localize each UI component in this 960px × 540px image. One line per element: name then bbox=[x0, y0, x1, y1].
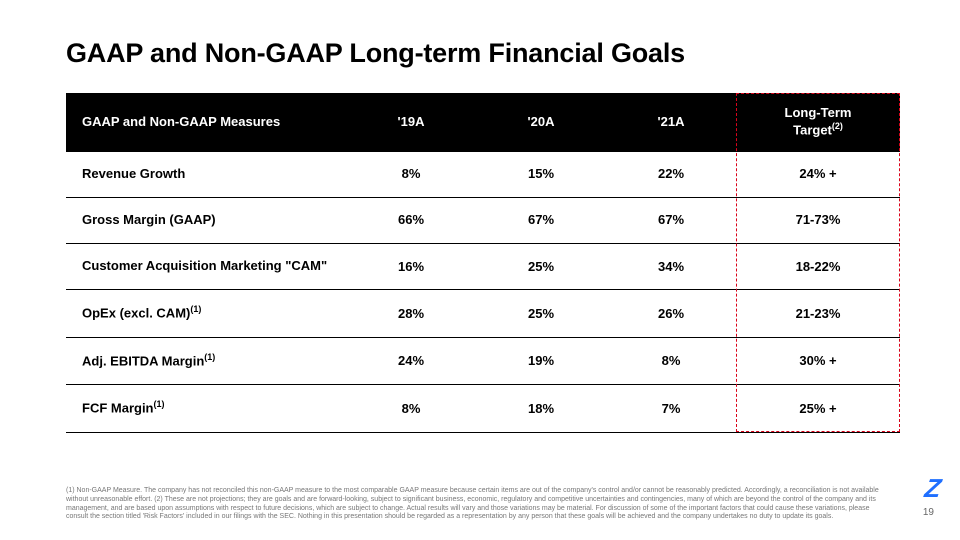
measure-label: OpEx (excl. CAM) bbox=[82, 306, 190, 321]
col-header-y1: '19A bbox=[346, 93, 476, 152]
value-cell-y2: 18% bbox=[476, 385, 606, 433]
target-header-line2: Target bbox=[793, 122, 832, 137]
value-cell-y1: 66% bbox=[346, 197, 476, 243]
table-header-row: GAAP and Non-GAAP Measures '19A '20A '21… bbox=[66, 93, 900, 152]
measure-cell: Adj. EBITDA Margin(1) bbox=[66, 337, 346, 385]
value-cell-y1: 24% bbox=[346, 337, 476, 385]
col-header-y2: '20A bbox=[476, 93, 606, 152]
col-header-measure: GAAP and Non-GAAP Measures bbox=[66, 93, 346, 152]
value-cell-y3: 8% bbox=[606, 337, 736, 385]
value-cell-y3: 7% bbox=[606, 385, 736, 433]
table-row: FCF Margin(1)8%18%7%25% + bbox=[66, 385, 900, 433]
table-row: OpEx (excl. CAM)(1)28%25%26%21-23% bbox=[66, 290, 900, 338]
table-row: Revenue Growth 8%15%22%24% + bbox=[66, 152, 900, 198]
measure-cell: OpEx (excl. CAM)(1) bbox=[66, 290, 346, 338]
table-row: Customer Acquisition Marketing "CAM" 16%2… bbox=[66, 244, 900, 290]
col-header-target: Long-Term Target(2) bbox=[736, 93, 900, 152]
table-body: Revenue Growth8%15%22%24% +Gross Margin … bbox=[66, 152, 900, 433]
financial-table: GAAP and Non-GAAP Measures '19A '20A '21… bbox=[66, 93, 900, 433]
value-cell-target: 18-22% bbox=[736, 244, 900, 290]
value-cell-y1: 28% bbox=[346, 290, 476, 338]
footnote-text: (1) Non-GAAP Measure. The company has no… bbox=[66, 487, 880, 522]
measure-label: Customer Acquisition Marketing "CAM" bbox=[82, 258, 327, 273]
target-header-line1: Long-Term bbox=[785, 105, 852, 120]
value-cell-y3: 34% bbox=[606, 244, 736, 290]
page-number: 19 bbox=[923, 507, 934, 518]
value-cell-y3: 67% bbox=[606, 197, 736, 243]
slide: GAAP and Non-GAAP Long-term Financial Go… bbox=[0, 0, 960, 540]
value-cell-y1: 8% bbox=[346, 152, 476, 198]
measure-label: Adj. EBITDA Margin bbox=[82, 353, 204, 368]
value-cell-y2: 19% bbox=[476, 337, 606, 385]
measure-cell: FCF Margin(1) bbox=[66, 385, 346, 433]
measure-sup: (1) bbox=[204, 352, 215, 362]
measure-sup: (1) bbox=[190, 304, 201, 314]
measure-label: Gross Margin (GAAP) bbox=[82, 212, 216, 227]
value-cell-y2: 25% bbox=[476, 244, 606, 290]
value-cell-y2: 25% bbox=[476, 290, 606, 338]
financial-table-wrap: GAAP and Non-GAAP Measures '19A '20A '21… bbox=[66, 93, 900, 433]
value-cell-y3: 26% bbox=[606, 290, 736, 338]
measure-cell: Gross Margin (GAAP) bbox=[66, 197, 346, 243]
measure-label: Revenue Growth bbox=[82, 166, 185, 181]
measure-label: FCF Margin bbox=[82, 401, 154, 416]
value-cell-y3: 22% bbox=[606, 152, 736, 198]
col-header-y3: '21A bbox=[606, 93, 736, 152]
measure-cell: Customer Acquisition Marketing "CAM" bbox=[66, 244, 346, 290]
measure-sup: (1) bbox=[154, 399, 165, 409]
value-cell-y1: 16% bbox=[346, 244, 476, 290]
value-cell-target: 71-73% bbox=[736, 197, 900, 243]
target-header-sup: (2) bbox=[832, 121, 843, 131]
table-row: Gross Margin (GAAP)66%67%67%71-73% bbox=[66, 197, 900, 243]
value-cell-target: 25% + bbox=[736, 385, 900, 433]
table-row: Adj. EBITDA Margin(1)24%19%8%30% + bbox=[66, 337, 900, 385]
value-cell-target: 30% + bbox=[736, 337, 900, 385]
value-cell-y2: 15% bbox=[476, 152, 606, 198]
slide-title: GAAP and Non-GAAP Long-term Financial Go… bbox=[66, 38, 900, 69]
value-cell-target: 24% + bbox=[736, 152, 900, 198]
value-cell-target: 21-23% bbox=[736, 290, 900, 338]
measure-cell: Revenue Growth bbox=[66, 152, 346, 198]
brand-logo: Z bbox=[923, 473, 942, 504]
value-cell-y2: 67% bbox=[476, 197, 606, 243]
value-cell-y1: 8% bbox=[346, 385, 476, 433]
